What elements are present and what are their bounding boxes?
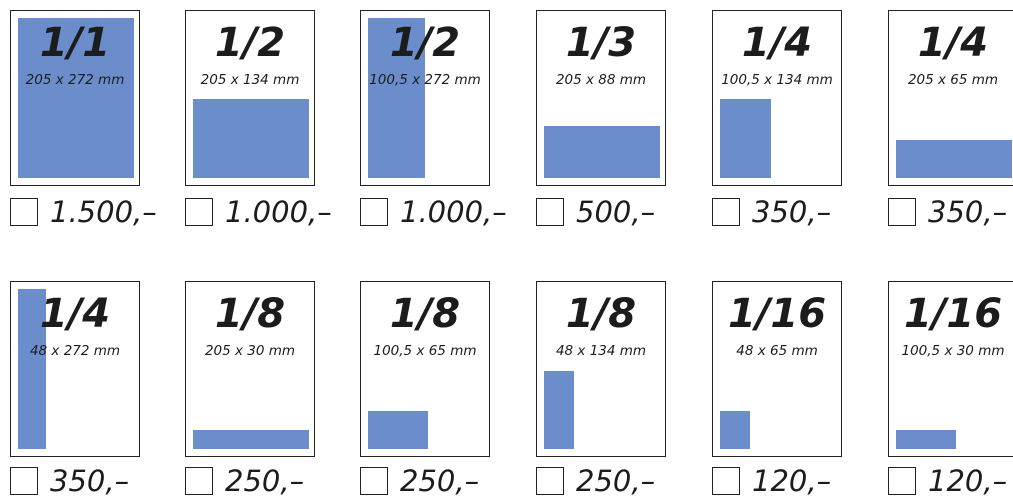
ad-dimensions-label: 205 x 134 mm (200, 72, 300, 88)
ad-card-1-16-strip: 1/16 100,5 x 30 mm (888, 281, 1013, 457)
ad-dimensions-label: 48 x 134 mm (555, 343, 647, 359)
ad-fraction-label: 1/8 (214, 291, 286, 337)
select-checkbox[interactable] (10, 198, 38, 226)
ad-dimensions-label: 100,5 x 30 mm (901, 343, 1005, 359)
select-checkbox[interactable] (888, 198, 916, 226)
price-label: 350,– (928, 195, 1008, 229)
price-label: 1.500,– (50, 195, 157, 229)
ad-area-fill (193, 430, 309, 449)
ad-fraction-label: 1/16 (903, 291, 1003, 337)
price-label: 250,– (576, 464, 656, 498)
price-option-1-16-strip: 120,– (888, 461, 1007, 501)
select-checkbox[interactable] (10, 467, 38, 495)
select-checkbox[interactable] (712, 198, 740, 226)
ad-card-1-4-box: 1/4 100,5 x 134 mm (712, 10, 842, 186)
ad-dimensions-label: 205 x 88 mm (555, 72, 647, 88)
ad-card-1-8-box: 1/8 100,5 x 65 mm (360, 281, 490, 457)
ad-area-fill (544, 371, 574, 449)
ad-dimensions-label: 205 x 65 mm (907, 72, 999, 88)
ad-fraction-label: 1/1 (39, 20, 111, 66)
price-label: 120,– (928, 464, 1008, 498)
price-label: 500,– (576, 195, 656, 229)
price-option-1-8-vertical: 250,– (536, 461, 655, 501)
ad-card-1-8-strip: 1/8 205 x 30 mm (185, 281, 315, 457)
price-label: 250,– (225, 464, 305, 498)
ad-fraction-label: 1/8 (389, 291, 461, 337)
ad-area-fill (720, 411, 750, 449)
select-checkbox[interactable] (185, 198, 213, 226)
price-option-1-3: 500,– (536, 192, 655, 232)
ad-area-fill (18, 289, 46, 449)
price-label: 250,– (400, 464, 480, 498)
ad-dimensions-label: 205 x 272 mm (25, 72, 125, 88)
price-option-1-2-horizontal: 1.000,– (185, 192, 332, 232)
price-option-1-16-box: 120,– (712, 461, 831, 501)
ad-area-fill (896, 430, 956, 449)
ad-card-1-3: 1/3 205 x 88 mm (536, 10, 666, 186)
ad-dimensions-label: 48 x 272 mm (29, 343, 121, 359)
ad-card-1-1: 1/1 205 x 272 mm (10, 10, 140, 186)
ad-card-1-16-box: 1/16 48 x 65 mm (712, 281, 842, 457)
price-option-1-2-vertical: 1.000,– (360, 192, 507, 232)
select-checkbox[interactable] (360, 198, 388, 226)
select-checkbox[interactable] (888, 467, 916, 495)
ad-fraction-label: 1/4 (39, 291, 111, 337)
ad-card-1-2-horizontal: 1/2 205 x 134 mm (185, 10, 315, 186)
price-option-1-4-box: 350,– (712, 192, 831, 232)
ad-area-fill (720, 99, 771, 178)
ad-fraction-label: 1/2 (214, 20, 286, 66)
ad-area-fill (368, 18, 425, 178)
ad-dimensions-label: 100,5 x 134 mm (721, 72, 833, 88)
price-option-1-8-box: 250,– (360, 461, 479, 501)
select-checkbox[interactable] (712, 467, 740, 495)
ad-card-1-4-horizontal: 1/4 205 x 65 mm (888, 10, 1013, 186)
price-label: 350,– (50, 464, 130, 498)
price-option-1-4-horizontal: 350,– (888, 192, 1007, 232)
select-checkbox[interactable] (536, 198, 564, 226)
select-checkbox[interactable] (536, 467, 564, 495)
ad-fraction-label: 1/2 (389, 20, 461, 66)
ad-card-1-2-vertical: 1/2 100,5 x 272 mm (360, 10, 490, 186)
ad-area-fill (18, 18, 134, 178)
ad-card-1-8-vertical: 1/8 48 x 134 mm (536, 281, 666, 457)
price-label: 1.000,– (225, 195, 332, 229)
price-option-1-8-strip: 250,– (185, 461, 304, 501)
select-checkbox[interactable] (360, 467, 388, 495)
ad-area-fill (896, 140, 1012, 178)
ad-fraction-label: 1/4 (741, 20, 813, 66)
ad-area-fill (544, 126, 660, 178)
ad-fraction-label: 1/16 (727, 291, 827, 337)
price-label: 350,– (752, 195, 832, 229)
price-label: 120,– (752, 464, 832, 498)
ad-dimensions-label: 205 x 30 mm (204, 343, 296, 359)
ad-fraction-label: 1/3 (565, 20, 637, 66)
price-option-1-1: 1.500,– (10, 192, 157, 232)
ad-area-fill (368, 411, 428, 449)
select-checkbox[interactable] (185, 467, 213, 495)
ad-fraction-label: 1/8 (565, 291, 637, 337)
ad-card-1-4-vertical: 1/4 48 x 272 mm (10, 281, 140, 457)
ad-area-fill (193, 99, 309, 178)
price-label: 1.000,– (400, 195, 507, 229)
ad-fraction-label: 1/4 (917, 20, 989, 66)
ad-dimensions-label: 100,5 x 65 mm (373, 343, 477, 359)
price-option-1-4-vertical: 350,– (10, 461, 129, 501)
ad-dimensions-label: 48 x 65 mm (736, 343, 818, 359)
ad-dimensions-label: 100,5 x 272 mm (369, 72, 481, 88)
